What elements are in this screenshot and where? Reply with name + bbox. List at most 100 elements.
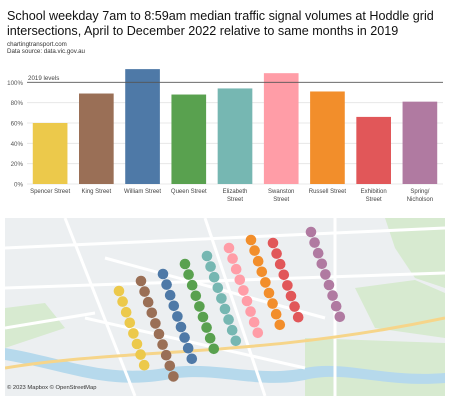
intersection-dot[interactable] xyxy=(245,306,256,317)
bar xyxy=(32,123,68,184)
bar xyxy=(402,101,438,184)
intersection-dot[interactable] xyxy=(316,258,328,270)
intersection-dot[interactable] xyxy=(164,360,176,372)
intersection-dot[interactable] xyxy=(219,303,231,315)
intersection-dot[interactable] xyxy=(227,253,238,264)
intersection-dot[interactable] xyxy=(216,293,227,304)
bar xyxy=(263,73,299,184)
intersection-dot[interactable] xyxy=(249,245,260,256)
intersection-dot[interactable] xyxy=(186,353,198,365)
intersection-dot[interactable] xyxy=(157,339,168,350)
intersection-dot[interactable] xyxy=(157,268,169,280)
x-tick-label: Queen Street xyxy=(171,189,207,195)
intersection-dot[interactable] xyxy=(282,280,293,291)
intersection-dot[interactable] xyxy=(161,279,172,290)
intersection-dot[interactable] xyxy=(146,307,158,319)
intersection-dot[interactable] xyxy=(201,322,212,333)
intersection-dot[interactable] xyxy=(305,226,317,238)
intersection-dot[interactable] xyxy=(327,290,338,301)
intersection-dot[interactable] xyxy=(212,282,224,294)
intersection-dot[interactable] xyxy=(230,263,242,275)
intersection-dot[interactable] xyxy=(205,261,216,272)
y-tick-label: 80% xyxy=(11,100,24,107)
intersection-dot[interactable] xyxy=(142,296,154,308)
intersection-dot[interactable] xyxy=(312,247,324,259)
intersection-dot[interactable] xyxy=(241,295,253,307)
bar xyxy=(125,69,160,184)
intersection-dot[interactable] xyxy=(150,318,161,329)
intersection-dot[interactable] xyxy=(190,290,202,302)
y-tick-label: 0% xyxy=(14,182,23,189)
intersection-dot[interactable] xyxy=(117,296,128,307)
intersection-dot[interactable] xyxy=(256,266,268,278)
intersection-dot[interactable] xyxy=(197,311,209,323)
intersection-dot[interactable] xyxy=(204,332,216,344)
intersection-dot[interactable] xyxy=(248,316,260,328)
map-attribution: © 2023 Mapbox © OpenStreetMap xyxy=(7,385,97,391)
intersection-dot[interactable] xyxy=(274,319,286,331)
bar xyxy=(171,94,207,184)
intersection-dot[interactable] xyxy=(234,274,246,286)
intersection-dot[interactable] xyxy=(194,301,205,312)
intersection-dot[interactable] xyxy=(334,311,346,323)
x-tick-label: Exhibition xyxy=(361,189,387,195)
intersection-dot[interactable] xyxy=(131,338,143,350)
x-tick-label: Russell Street xyxy=(309,189,347,195)
intersection-dot[interactable] xyxy=(320,269,331,280)
intersection-dot[interactable] xyxy=(245,234,257,246)
y-tick-label: 100% xyxy=(7,80,23,87)
intersection-dot[interactable] xyxy=(138,359,150,371)
bar xyxy=(310,91,345,184)
intersection-dot[interactable] xyxy=(263,287,275,299)
intersection-dot[interactable] xyxy=(267,237,279,249)
intersection-dot[interactable] xyxy=(153,328,165,340)
intersection-dot[interactable] xyxy=(323,279,335,291)
intersection-dot[interactable] xyxy=(168,300,180,312)
intersection-dot[interactable] xyxy=(128,328,139,339)
intersection-dot[interactable] xyxy=(252,327,264,339)
intersection-dot[interactable] xyxy=(182,342,194,354)
intersection-dot[interactable] xyxy=(260,277,271,288)
intersection-dot[interactable] xyxy=(183,269,194,280)
intersection-dot[interactable] xyxy=(252,255,264,267)
intersection-dot[interactable] xyxy=(223,242,235,254)
intersection-dot[interactable] xyxy=(135,349,146,360)
intersection-dot[interactable] xyxy=(201,250,213,262)
intersection-dot[interactable] xyxy=(330,300,342,312)
intersection-dot[interactable] xyxy=(179,332,190,343)
intersection-dot[interactable] xyxy=(309,237,320,248)
intersection-dot[interactable] xyxy=(172,311,183,322)
intersection-dot[interactable] xyxy=(274,258,286,270)
intersection-dot[interactable] xyxy=(285,290,297,302)
intersection-dot[interactable] xyxy=(226,324,238,336)
intersection-dot[interactable] xyxy=(289,301,300,312)
bar xyxy=(79,93,114,184)
intersection-dot[interactable] xyxy=(168,371,179,382)
intersection-dot[interactable] xyxy=(267,298,278,309)
intersection-dot[interactable] xyxy=(271,248,282,259)
intersection-dot[interactable] xyxy=(186,279,198,291)
intersection-dot[interactable] xyxy=(179,258,191,270)
intersection-dot[interactable] xyxy=(238,285,249,296)
intersection-dot[interactable] xyxy=(113,285,125,297)
intersection-dot[interactable] xyxy=(175,321,187,333)
intersection-dot[interactable] xyxy=(124,317,136,329)
intersection-dot[interactable] xyxy=(292,311,304,323)
data-source: Data source: data.vic.gov.au xyxy=(7,48,85,55)
intersection-dot[interactable] xyxy=(139,286,150,297)
intersection-dot[interactable] xyxy=(160,349,172,361)
x-tick-label: William Street xyxy=(124,189,161,195)
intersection-dot[interactable] xyxy=(208,271,220,283)
intersection-dot[interactable] xyxy=(230,335,242,347)
intersection-dot[interactable] xyxy=(223,314,234,325)
x-tick-label: Swanston xyxy=(268,189,294,195)
map[interactable] xyxy=(5,218,445,396)
map-canvas[interactable] xyxy=(5,218,445,396)
intersection-dot[interactable] xyxy=(208,343,220,355)
intersection-dot[interactable] xyxy=(278,269,290,281)
x-tick-label: Elizabeth xyxy=(223,189,248,195)
intersection-dot[interactable] xyxy=(135,275,147,287)
intersection-dot[interactable] xyxy=(120,306,132,318)
intersection-dot[interactable] xyxy=(164,289,176,301)
intersection-dot[interactable] xyxy=(270,308,282,320)
